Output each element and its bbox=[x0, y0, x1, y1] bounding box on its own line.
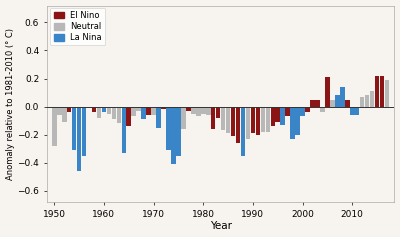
Bar bbox=[156, 107, 161, 128]
Bar bbox=[330, 100, 335, 107]
Bar bbox=[355, 107, 360, 115]
Bar bbox=[345, 100, 350, 107]
Bar bbox=[246, 107, 250, 139]
Bar bbox=[151, 107, 156, 115]
Bar bbox=[256, 107, 260, 135]
Bar bbox=[107, 107, 111, 114]
X-axis label: Year: Year bbox=[210, 221, 232, 232]
Bar bbox=[67, 107, 72, 112]
Bar bbox=[77, 107, 82, 171]
Bar bbox=[62, 107, 66, 122]
Bar bbox=[236, 107, 240, 143]
Bar bbox=[300, 107, 305, 116]
Bar bbox=[295, 107, 300, 135]
Bar bbox=[72, 107, 76, 150]
Bar bbox=[146, 107, 151, 115]
Bar bbox=[216, 107, 220, 118]
Bar bbox=[52, 107, 56, 146]
Bar bbox=[97, 107, 101, 118]
Bar bbox=[270, 107, 275, 126]
Bar bbox=[132, 107, 136, 116]
Bar bbox=[260, 107, 265, 132]
Bar bbox=[315, 100, 320, 107]
Bar bbox=[231, 107, 235, 136]
Bar bbox=[241, 107, 245, 156]
Bar bbox=[375, 76, 379, 107]
Bar bbox=[171, 107, 176, 164]
Bar bbox=[126, 107, 131, 126]
Y-axis label: Anomaly relative to 1981-2010 (° C): Anomaly relative to 1981-2010 (° C) bbox=[6, 28, 14, 180]
Bar bbox=[340, 87, 344, 107]
Bar bbox=[102, 107, 106, 112]
Bar bbox=[290, 107, 295, 139]
Bar bbox=[280, 107, 285, 125]
Bar bbox=[161, 107, 166, 109]
Bar bbox=[82, 107, 86, 156]
Bar bbox=[186, 107, 191, 111]
Bar bbox=[87, 107, 91, 108]
Bar bbox=[57, 107, 62, 115]
Legend: El Nino, Neutral, La Nina: El Nino, Neutral, La Nina bbox=[50, 8, 105, 45]
Bar bbox=[266, 107, 270, 132]
Bar bbox=[320, 107, 325, 112]
Bar bbox=[221, 107, 226, 130]
Bar bbox=[112, 107, 116, 119]
Bar bbox=[325, 77, 330, 107]
Bar bbox=[196, 107, 200, 116]
Bar bbox=[380, 76, 384, 107]
Bar bbox=[122, 107, 126, 153]
Bar bbox=[116, 107, 121, 123]
Bar bbox=[226, 107, 230, 133]
Bar bbox=[310, 100, 315, 107]
Bar bbox=[211, 107, 216, 129]
Bar bbox=[350, 107, 354, 115]
Bar bbox=[176, 107, 181, 156]
Bar bbox=[191, 107, 196, 114]
Bar bbox=[285, 107, 290, 116]
Bar bbox=[251, 107, 255, 133]
Bar bbox=[370, 91, 374, 107]
Bar bbox=[136, 107, 141, 111]
Bar bbox=[206, 107, 210, 115]
Bar bbox=[365, 95, 370, 107]
Bar bbox=[201, 107, 206, 114]
Bar bbox=[181, 107, 186, 129]
Bar bbox=[305, 107, 310, 112]
Bar bbox=[360, 97, 364, 107]
Bar bbox=[385, 80, 389, 107]
Bar bbox=[335, 95, 340, 107]
Bar bbox=[276, 107, 280, 122]
Bar bbox=[141, 107, 146, 119]
Bar bbox=[166, 107, 171, 150]
Bar bbox=[92, 107, 96, 112]
